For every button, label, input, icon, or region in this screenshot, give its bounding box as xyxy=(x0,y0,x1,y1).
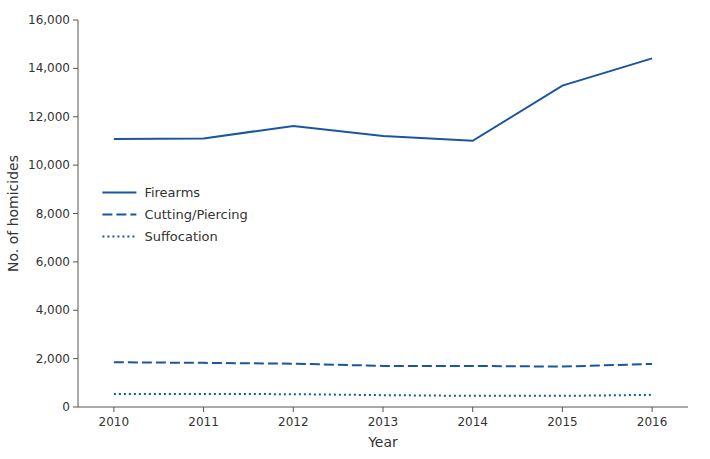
legend-label: Suffocation xyxy=(144,229,217,244)
y-tick xyxy=(73,165,78,166)
x-tick-label: 2014 xyxy=(457,415,488,429)
legend-label: Firearms xyxy=(144,185,200,200)
y-tick xyxy=(73,213,78,214)
x-tick xyxy=(562,407,563,412)
x-tick-label: 2013 xyxy=(368,415,399,429)
x-tick xyxy=(383,407,384,412)
x-tick xyxy=(293,407,294,412)
plot-area xyxy=(114,58,652,396)
y-tick-label: 6,000 xyxy=(36,255,70,269)
x-tick-label: 2010 xyxy=(99,415,130,429)
chart-svg: 2010 2011 2012 2013 2014 2015 2016 0 2,000 4,000 6… xyxy=(0,0,710,459)
x-tick-label: 2011 xyxy=(188,415,219,429)
y-tick-label: 8,000 xyxy=(36,207,70,221)
y-tick-label: 12,000 xyxy=(28,110,70,124)
x-tick xyxy=(472,407,473,412)
x-tick xyxy=(652,407,653,412)
y-tick-label: 10,000 xyxy=(28,158,70,172)
x-tick-label: 2016 xyxy=(637,415,668,429)
y-tick-label: 14,000 xyxy=(28,61,70,75)
y-tick-label: 4,000 xyxy=(36,303,70,317)
legend-swatch xyxy=(102,192,136,194)
legend-swatch xyxy=(102,236,136,238)
y-tick xyxy=(73,116,78,117)
legend-label: Cutting/Piercing xyxy=(144,207,247,222)
x-tick xyxy=(203,407,204,412)
x-tick xyxy=(113,407,114,412)
series-line xyxy=(114,394,652,396)
y-tick xyxy=(73,261,78,262)
series-line xyxy=(114,58,652,140)
x-tick-label: 2012 xyxy=(278,415,309,429)
y-tick xyxy=(73,407,78,408)
y-tick xyxy=(73,310,78,311)
chart-container: 2010 2011 2012 2013 2014 2015 2016 0 2,000 4,000 6… xyxy=(0,0,710,459)
y-tick-label: 2,000 xyxy=(36,352,70,366)
series-line xyxy=(114,362,652,366)
y-tick-label: 16,000 xyxy=(28,13,70,27)
y-tick xyxy=(73,358,78,359)
legend: Firearms Cutting/Piercing Suffocation xyxy=(102,185,247,244)
y-tick-label: 0 xyxy=(62,400,70,414)
y-tick xyxy=(73,68,78,69)
x-tick-label: 2015 xyxy=(547,415,578,429)
legend-swatch xyxy=(102,214,136,216)
y-tick xyxy=(73,20,78,21)
y-axis-label: No. of homicides xyxy=(5,155,21,272)
x-axis-label: Year xyxy=(367,434,398,450)
